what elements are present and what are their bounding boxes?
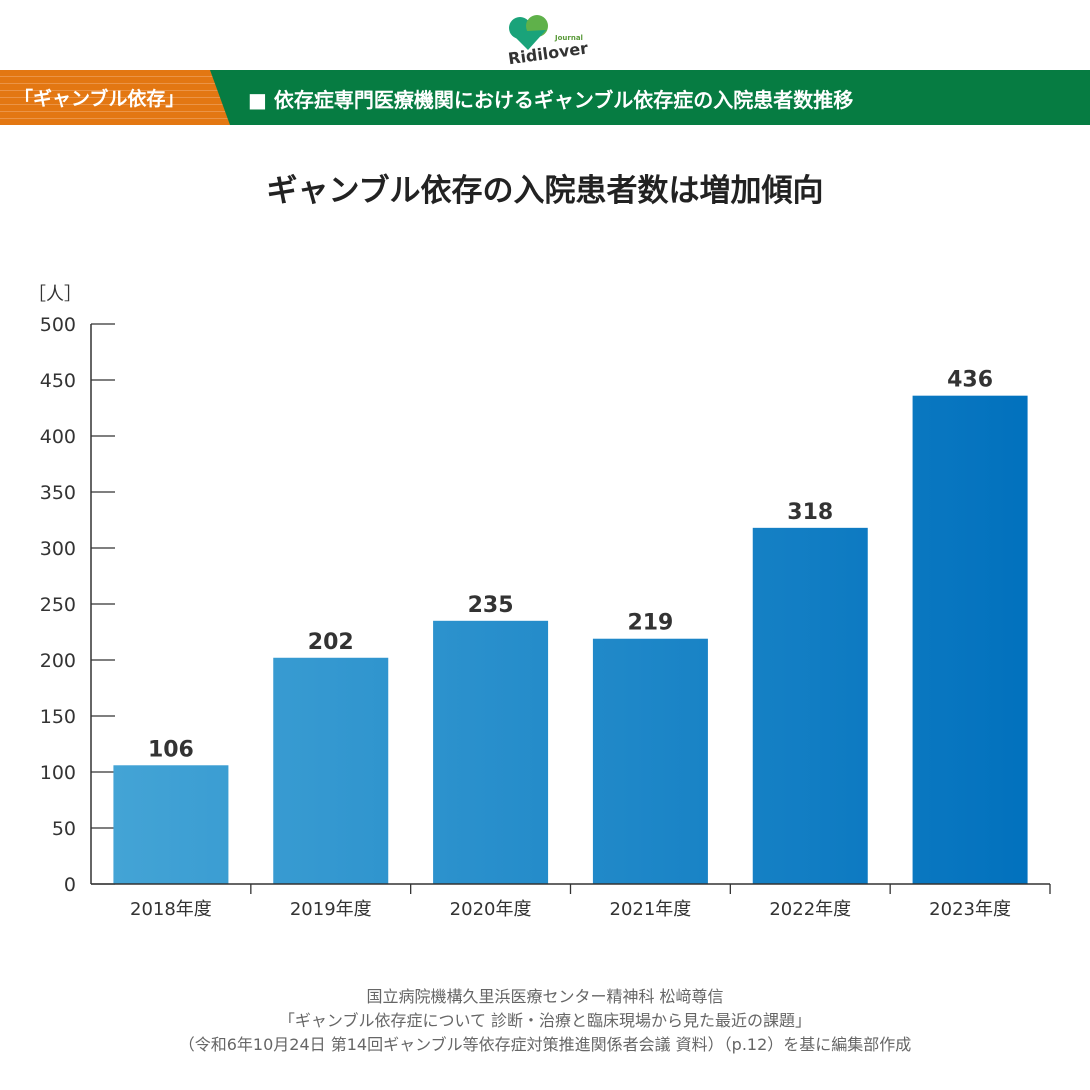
bar-value-label: 219 bbox=[627, 611, 673, 636]
source-line: 国立病院機構久里浜医療センター精神科 松﨑尊信 bbox=[366, 987, 724, 1006]
x-tick-label: 2021年度 bbox=[610, 899, 692, 920]
y-tick-label: 150 bbox=[40, 706, 76, 728]
y-tick-label: 200 bbox=[40, 650, 76, 672]
chart-title: ギャンブル依存の入院患者数は増加傾向 bbox=[266, 173, 824, 209]
y-tick-label: 350 bbox=[40, 482, 76, 504]
y-axis-label: ［人］ bbox=[28, 284, 82, 305]
x-tick-label: 2022年度 bbox=[769, 899, 851, 920]
x-tick-label: 2020年度 bbox=[450, 899, 532, 920]
bar-value-label: 235 bbox=[468, 593, 514, 618]
banner-title: ■ 依存症専門医療機関におけるギャンブル依存症の入院患者数推移 bbox=[248, 88, 854, 112]
svg-text:Journal: Journal bbox=[554, 34, 583, 42]
header-banner: 「ギャンブル依存」 ■ 依存症専門医療機関におけるギャンブル依存症の入院患者数推… bbox=[0, 70, 1090, 125]
source-line: 「ギャンブル依存症について 診断・治療と臨床現場から見た最近の課題」 bbox=[278, 1011, 812, 1030]
bar bbox=[273, 657, 389, 884]
y-tick-label: 100 bbox=[40, 762, 76, 784]
category-tag-label: 「ギャンブル依存」 bbox=[14, 88, 185, 110]
bar-value-label: 106 bbox=[148, 737, 194, 762]
y-tick-label: 450 bbox=[40, 370, 76, 392]
source-note: 国立病院機構久里浜医療センター精神科 松﨑尊信 「ギャンブル依存症について 診断… bbox=[0, 985, 1090, 1057]
bar-value-label: 436 bbox=[947, 368, 993, 393]
y-tick-label: 0 bbox=[64, 874, 76, 896]
y-tick-label: 500 bbox=[40, 314, 76, 336]
bar bbox=[113, 765, 229, 884]
y-tick-label: 250 bbox=[40, 594, 76, 616]
category-tag: 「ギャンブル依存」 bbox=[0, 70, 230, 125]
y-tick-label: 50 bbox=[52, 818, 76, 840]
x-tick-label: 2018年度 bbox=[130, 899, 212, 920]
bar bbox=[912, 395, 1028, 884]
y-tick-label: 300 bbox=[40, 538, 76, 560]
source-line: （令和6年10月24日 第14回ギャンブル等依存症対策推進関係者会議 資料）（p… bbox=[178, 1035, 912, 1054]
bar-value-label: 202 bbox=[308, 630, 354, 655]
y-tick-label: 400 bbox=[40, 426, 76, 448]
x-tick-label: 2023年度 bbox=[929, 899, 1011, 920]
bar-value-label: 318 bbox=[787, 500, 833, 525]
bar bbox=[592, 638, 708, 884]
x-tick-label: 2019年度 bbox=[290, 899, 372, 920]
bar bbox=[752, 527, 868, 884]
bar bbox=[433, 620, 549, 884]
ridilover-logo: Ridilover Journal bbox=[507, 15, 589, 65]
